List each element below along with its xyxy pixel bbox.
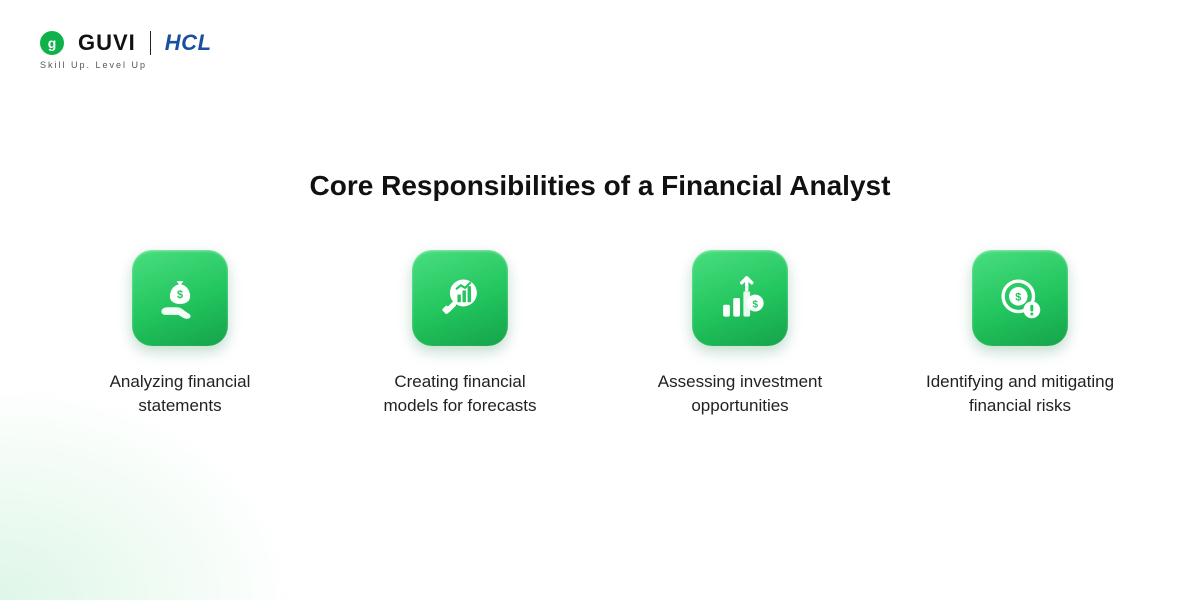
magnifier-chart-icon (412, 250, 508, 346)
guvi-logo-icon: g (40, 31, 64, 55)
svg-text:$: $ (752, 299, 758, 310)
brand-tagline: Skill Up. Level Up (40, 60, 147, 70)
money-bag-hand-icon: $ (132, 250, 228, 346)
card-row: $ Analyzing financial statements Creatin… (0, 250, 1200, 418)
hcl-wordmark: HCL (165, 30, 212, 56)
card-caption: Creating financial models for forecasts (365, 370, 555, 418)
coin-alert-icon: $ (972, 250, 1068, 346)
guvi-wordmark: GUVI (78, 30, 136, 56)
card-analyzing: $ Analyzing financial statements (85, 250, 275, 418)
card-investment: $ Assessing investment opportunities (645, 250, 835, 418)
card-modeling: Creating financial models for forecasts (365, 250, 555, 418)
svg-text:$: $ (177, 289, 183, 301)
card-caption: Identifying and mitigating financial ris… (925, 370, 1115, 418)
guvi-glyph: g (48, 35, 57, 51)
brand-divider (150, 31, 151, 55)
brand-header: g GUVI HCL (40, 30, 212, 56)
card-risk: $ Identifying and mitigating financial r… (925, 250, 1115, 418)
card-caption: Analyzing financial statements (85, 370, 275, 418)
svg-text:$: $ (1015, 292, 1021, 304)
growth-arrow-coin-icon: $ (692, 250, 788, 346)
page-title: Core Responsibilities of a Financial Ana… (0, 170, 1200, 202)
card-caption: Assessing investment opportunities (645, 370, 835, 418)
